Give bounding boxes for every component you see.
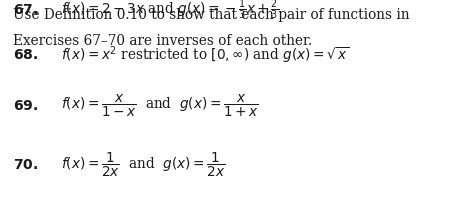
Text: Exercises 67–70 are inverses of each other.: Exercises 67–70 are inverses of each oth…: [13, 34, 313, 48]
Text: $\mathbf{67.}$: $\mathbf{67.}$: [13, 3, 39, 17]
Text: $f(x) = \dfrac{x}{1-x}$  and  $g(x) = \dfrac{x}{1+x}$: $f(x) = \dfrac{x}{1-x}$ and $g(x) = \dfr…: [61, 93, 259, 119]
Text: $f(x) = 2 - 3x$ and $g(x) = -\frac{1}{3}x + \frac{2}{3}$: $f(x) = 2 - 3x$ and $g(x) = -\frac{1}{3}…: [61, 0, 279, 22]
Text: $f(x) = x^2$ restricted to $[0, \infty)$ and $g(x) = \sqrt{x}$: $f(x) = x^2$ restricted to $[0, \infty)$…: [61, 45, 348, 66]
Text: $f(x) = \dfrac{1}{2x}$  and  $g(x) = \dfrac{1}{2x}$: $f(x) = \dfrac{1}{2x}$ and $g(x) = \dfra…: [61, 151, 225, 180]
Text: Use Definition 0.10 to show that each pair of functions in: Use Definition 0.10 to show that each pa…: [13, 8, 410, 22]
Text: $\mathbf{70.}$: $\mathbf{70.}$: [13, 158, 39, 172]
Text: $\mathbf{69.}$: $\mathbf{69.}$: [13, 99, 39, 113]
Text: $\mathbf{68.}$: $\mathbf{68.}$: [13, 48, 39, 62]
